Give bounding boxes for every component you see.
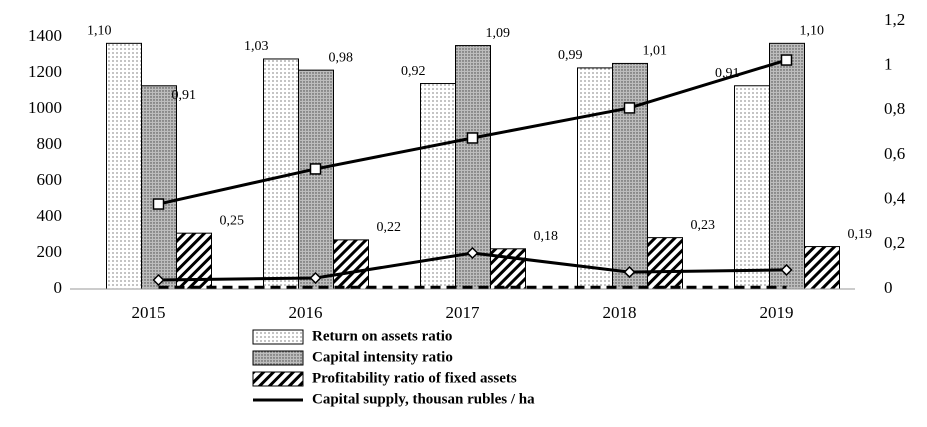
data-label: 0,19 xyxy=(848,227,873,242)
bar xyxy=(333,239,369,290)
y-tick-label: 1400 xyxy=(28,26,62,45)
legend-swatch xyxy=(252,371,304,387)
y-tick-label: 1200 xyxy=(28,62,62,81)
bar xyxy=(647,237,683,290)
x-tick-label: 2018 xyxy=(603,303,637,322)
y2-tick-label: 0,4 xyxy=(884,189,906,208)
bar xyxy=(141,85,177,290)
legend-swatch xyxy=(252,350,304,366)
data-label: 0,18 xyxy=(534,229,559,244)
marker xyxy=(309,271,322,285)
marker xyxy=(309,163,322,175)
legend-label: Profitability ratio of fixed assets xyxy=(312,370,517,386)
y2-tick-label: 0,6 xyxy=(884,144,905,163)
y2-tick-label: 1,2 xyxy=(884,10,905,29)
y2-tick-label: 0,8 xyxy=(884,99,905,118)
marker xyxy=(466,132,479,144)
x-tick-label: 2016 xyxy=(289,303,323,322)
data-label: 0,23 xyxy=(691,218,716,233)
bar xyxy=(612,62,648,290)
y2-tick-label: 1 xyxy=(884,55,893,74)
bar xyxy=(106,42,142,290)
legend-label: Capital intensity ratio xyxy=(312,349,453,365)
legend-label: Return on assets ratio xyxy=(312,328,452,344)
data-label: 0,22 xyxy=(377,220,402,235)
y-tick-label: 400 xyxy=(37,206,63,225)
y2-tick-label: 0,2 xyxy=(884,233,905,252)
marker xyxy=(780,263,793,276)
data-label: 1,09 xyxy=(486,26,511,41)
legend-label: Capital supply, thousan rubles / ha xyxy=(312,391,535,407)
y-tick-label: 200 xyxy=(37,242,63,261)
bar xyxy=(298,69,334,290)
marker xyxy=(623,102,636,114)
bar xyxy=(804,246,840,290)
marker xyxy=(623,266,636,279)
data-label: 0,98 xyxy=(329,50,354,65)
marker xyxy=(152,198,165,210)
data-label: 0,99 xyxy=(558,48,583,63)
bar xyxy=(420,83,456,290)
marker xyxy=(780,54,793,66)
x-tick-label: 2019 xyxy=(760,303,794,322)
y-tick-label: 800 xyxy=(37,134,63,153)
y-tick-label: 1000 xyxy=(28,98,62,117)
marker xyxy=(152,273,165,287)
bar xyxy=(577,67,613,290)
data-label: 0,91 xyxy=(172,88,197,103)
y-tick-label: 600 xyxy=(37,170,63,189)
data-label: 1,10 xyxy=(87,24,112,39)
bar xyxy=(734,85,770,290)
x-tick-label: 2017 xyxy=(446,303,481,322)
y2-tick-label: 0 xyxy=(884,278,893,297)
bar xyxy=(769,42,805,290)
data-label: 0,92 xyxy=(401,64,426,79)
legend-swatch xyxy=(252,329,304,345)
data-label: 1,10 xyxy=(800,24,825,39)
data-label: 0,25 xyxy=(220,213,245,228)
data-label: 1,03 xyxy=(244,39,269,54)
marker xyxy=(466,246,479,260)
data-label: 1,01 xyxy=(643,44,668,59)
y-tick-label: 0 xyxy=(54,278,63,297)
x-tick-label: 2015 xyxy=(132,303,166,322)
